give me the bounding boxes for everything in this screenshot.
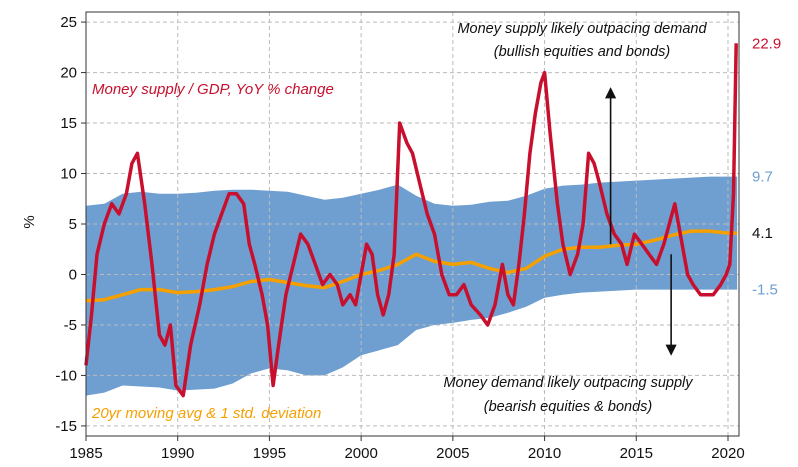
series-label: Money supply / GDP, YoY % change (92, 81, 334, 98)
x-tick-label: 2015 (620, 445, 653, 462)
x-tick-label: 2010 (528, 445, 561, 462)
x-tick-label: 1995 (253, 445, 286, 462)
x-tick-label: 2005 (436, 445, 469, 462)
money-supply-line (84, 43, 738, 398)
band-label: 20yr moving avg & 1 std. deviation (91, 405, 321, 422)
y-axis-label: % (21, 215, 38, 228)
y-tick-label: 25 (60, 14, 77, 31)
end-value-label: 9.7 (752, 169, 773, 186)
x-tick-label: 2000 (344, 445, 377, 462)
y-tick-label: 10 (60, 166, 77, 183)
end-value-label: 22.9 (752, 35, 781, 52)
moving-avg-line (85, 229, 738, 303)
y-tick-label: 5 (69, 216, 77, 233)
y-tick-label: 15 (60, 115, 77, 132)
y-tick-label: -15 (55, 418, 77, 435)
y-tick-label: -10 (55, 367, 77, 384)
y-tick-label: -5 (64, 317, 77, 334)
x-tick-label: 1990 (161, 445, 194, 462)
y-tick-label: 0 (69, 266, 77, 283)
end-value-label: 4.1 (752, 225, 773, 242)
end-value-label: -1.5 (752, 282, 778, 299)
x-tick-label: 1985 (69, 445, 102, 462)
x-tick-label: 2020 (711, 445, 744, 462)
annotation-top-line2: (bullish equities and bonds) (494, 44, 671, 60)
annotation-bottom-line1: Money demand likely outpacing supply (443, 375, 693, 391)
annotation-top-line1: Money supply likely outpacing demand (457, 21, 707, 37)
std-dev-band (86, 176, 738, 396)
annotation-bottom-line2: (bearish equities & bonds) (484, 399, 652, 415)
y-tick-label: 20 (60, 65, 77, 82)
